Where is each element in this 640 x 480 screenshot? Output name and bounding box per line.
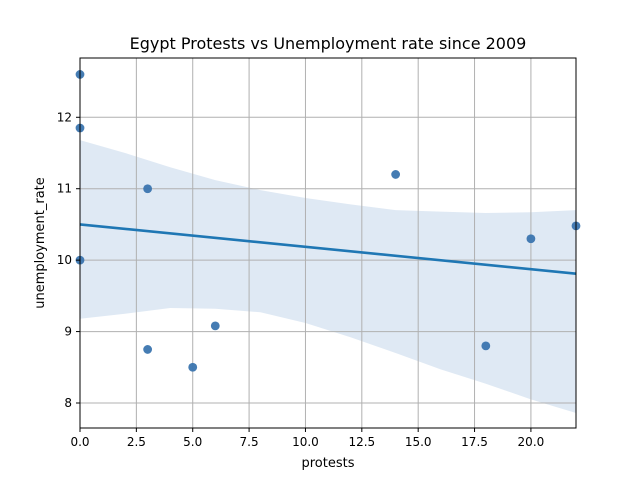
x-tick-label: 10.0: [292, 435, 319, 449]
x-tick-label: 15.0: [405, 435, 432, 449]
y-axis-label: unemployment_rate: [33, 177, 48, 309]
regression-line-layer: [79, 223, 577, 276]
data-point: [143, 345, 153, 354]
confidence-band-layer: [80, 140, 576, 413]
x-tick-label: 7.5: [240, 435, 259, 449]
data-point: [210, 321, 220, 331]
x-tick-label: 12.5: [348, 435, 375, 449]
data-point: [188, 362, 198, 372]
chart-title: Egypt Protests vs Unemployment rate sinc…: [130, 34, 527, 53]
confidence-band: [80, 140, 576, 413]
y-tick-label: 8: [64, 396, 72, 410]
x-tick-label: 0.0: [70, 435, 89, 449]
x-axis-label: protests: [301, 456, 354, 471]
y-tick-label: 12: [57, 110, 72, 124]
x-tick-label: 17.5: [461, 435, 488, 449]
x-tick-label: 20.0: [518, 435, 545, 449]
x-tick-label: 5.0: [183, 435, 202, 449]
data-point: [391, 170, 401, 179]
regression-line: [79, 223, 577, 276]
plot-frame: [79, 57, 577, 429]
grid-layer: [79, 58, 576, 428]
ticks-layer: 0.0 2.5 5.0 7.5 10.0 12.5 15.0 17.5 20.0 8 9 10 11 12: [57, 110, 545, 449]
y-tick-label: 11: [57, 182, 72, 196]
data-point: [143, 184, 153, 194]
y-tick-label: 9: [64, 325, 72, 339]
y-tick-label: 10: [57, 253, 72, 267]
x-tick-label: 2.5: [127, 435, 146, 449]
data-points-layer: [75, 70, 581, 372]
data-point: [526, 234, 536, 244]
data-point: [481, 341, 491, 351]
